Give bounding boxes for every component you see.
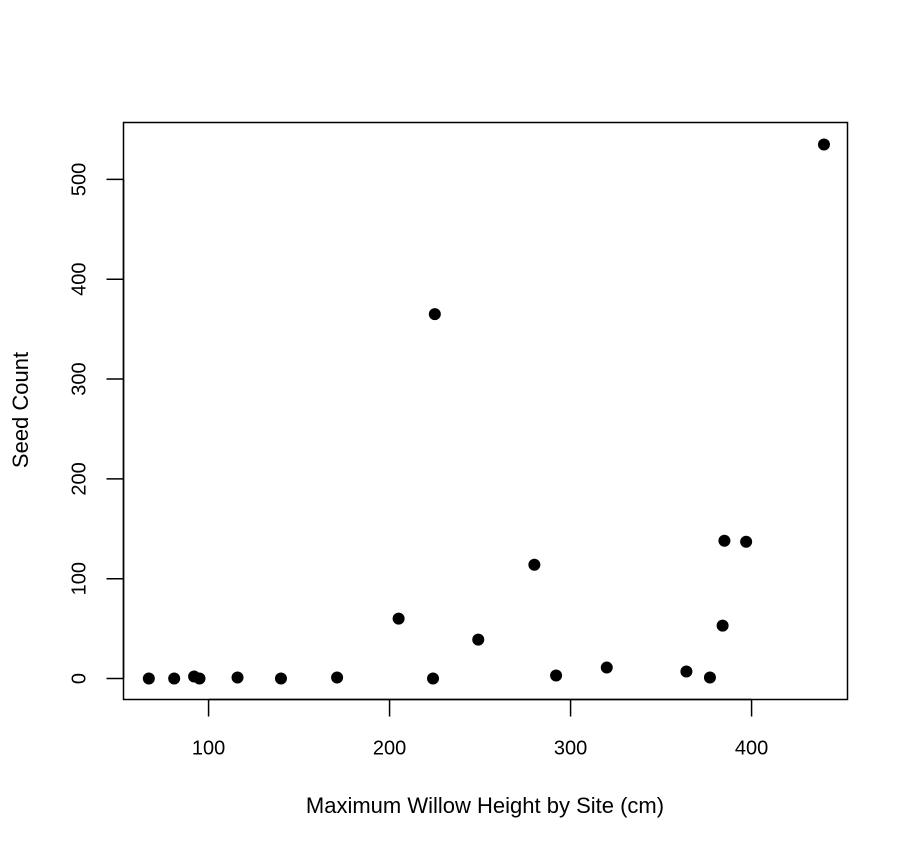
data-point (528, 558, 541, 571)
data-point (716, 619, 729, 632)
data-point (817, 138, 830, 151)
data-point (703, 671, 716, 684)
y-tick-label: 500 (69, 163, 91, 196)
data-point (392, 612, 405, 625)
data-points (142, 138, 830, 685)
y-tick-label: 0 (69, 673, 91, 684)
y-tick-label: 400 (69, 263, 91, 296)
data-point (600, 661, 613, 674)
data-point (193, 672, 206, 685)
plot-frame (122, 121, 849, 701)
y-tick-label: 200 (69, 462, 91, 495)
data-point (680, 665, 693, 678)
data-point (274, 672, 287, 685)
data-point (231, 671, 244, 684)
data-point (472, 633, 485, 646)
data-point (427, 672, 440, 685)
x-axis: 100 200 300 400 (192, 698, 768, 760)
y-tick-label: 100 (69, 562, 91, 595)
data-point (718, 534, 731, 547)
y-axis-label: Seed Count (8, 352, 33, 468)
x-axis-label: Maximum Willow Height by Site (cm) (306, 793, 664, 818)
data-point (331, 671, 344, 684)
data-point (142, 672, 155, 685)
data-point (550, 669, 563, 682)
x-tick-label: 300 (554, 738, 587, 760)
y-axis: 0 100 200 300 400 500 (69, 163, 125, 684)
data-point (168, 672, 181, 685)
y-tick-label: 300 (69, 362, 91, 395)
x-tick-label: 200 (373, 738, 406, 760)
data-point (740, 535, 753, 548)
x-tick-label: 400 (735, 738, 768, 760)
x-tick-label: 100 (192, 738, 225, 760)
data-point (428, 308, 441, 321)
